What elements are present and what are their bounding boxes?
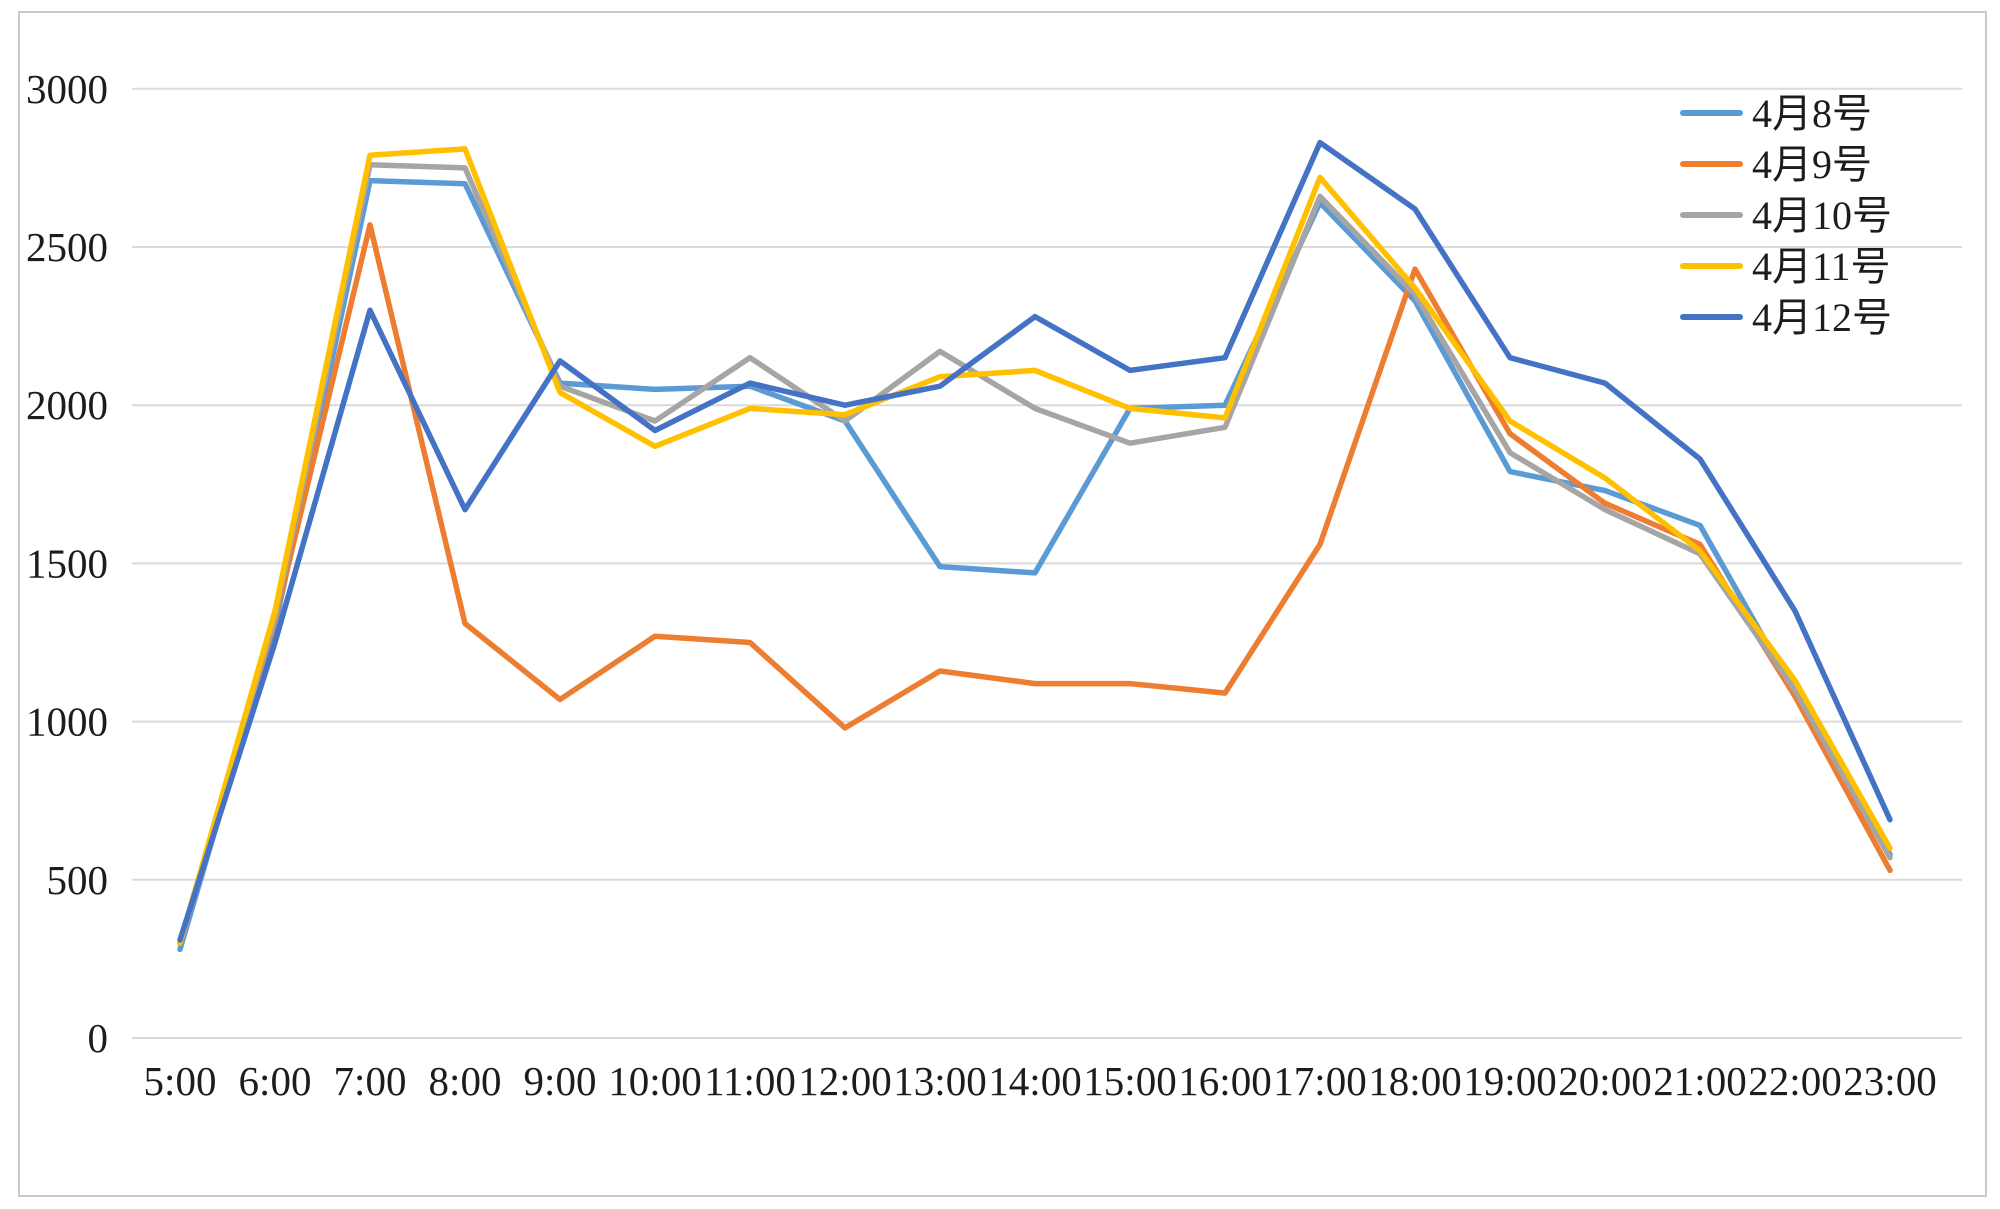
x-axis-tick-label: 21:00 — [1653, 1058, 1746, 1104]
x-axis-tick-label: 5:00 — [144, 1058, 217, 1104]
legend-item: 4月9号 — [1680, 142, 1872, 187]
x-axis-tick-label: 7:00 — [334, 1058, 407, 1104]
y-axis-tick-label: 500 — [47, 857, 109, 903]
x-axis-tick-label: 23:00 — [1843, 1058, 1936, 1104]
x-axis-tick-label: 19:00 — [1463, 1058, 1556, 1104]
y-axis-tick-label: 2000 — [26, 382, 108, 428]
x-axis-tick-label: 9:00 — [524, 1058, 597, 1104]
x-axis-tick-label: 22:00 — [1748, 1058, 1841, 1104]
series-line-2 — [177, 222, 1893, 946]
legend-item: 4月12号 — [1680, 295, 1892, 340]
series-line-4 — [177, 146, 1893, 946]
legend-label: 4月12号 — [1752, 295, 1892, 340]
legend-label: 4月9号 — [1752, 142, 1872, 187]
x-axis-tick-label: 13:00 — [893, 1058, 986, 1104]
x-axis-tick-label: 11:00 — [704, 1058, 796, 1104]
legend: 4月8号 4月9号 4月10号 4月11号 4月12号 — [1680, 91, 1892, 340]
x-axis-tick-label: 8:00 — [429, 1058, 502, 1104]
legend-label: 4月11号 — [1752, 244, 1891, 289]
x-axis-tick-label: 18:00 — [1368, 1058, 1461, 1104]
legend-label: 4月8号 — [1752, 91, 1872, 136]
x-axis-tick-label: 6:00 — [239, 1058, 312, 1104]
x-axis-tick-label: 17:00 — [1273, 1058, 1366, 1104]
legend-label: 4月10号 — [1752, 193, 1892, 238]
y-axis-tick-label: 2500 — [26, 224, 108, 270]
x-axis-tick-label: 20:00 — [1558, 1058, 1651, 1104]
y-axis-tick-label: 1500 — [26, 540, 108, 586]
series-line-5 — [177, 139, 1893, 943]
x-axis-tick-label: 14:00 — [988, 1058, 1081, 1104]
y-axis-tick-label: 3000 — [26, 66, 108, 112]
chart-outer-border — [18, 11, 1987, 1197]
legend-item: 4月11号 — [1680, 244, 1891, 289]
series-line-3 — [177, 161, 1893, 946]
x-axis-tick-label: 10:00 — [608, 1058, 701, 1104]
legend-item: 4月8号 — [1680, 91, 1872, 136]
y-axis-tick-label: 1000 — [26, 699, 108, 745]
legend-item: 4月10号 — [1680, 193, 1892, 238]
series-line-1 — [177, 177, 1893, 953]
x-axis-tick-label: 16:00 — [1178, 1058, 1271, 1104]
y-axis-tick-label: 0 — [88, 1015, 109, 1061]
x-axis-tick-label: 15:00 — [1083, 1058, 1176, 1104]
x-axis-tick-label: 12:00 — [798, 1058, 891, 1104]
